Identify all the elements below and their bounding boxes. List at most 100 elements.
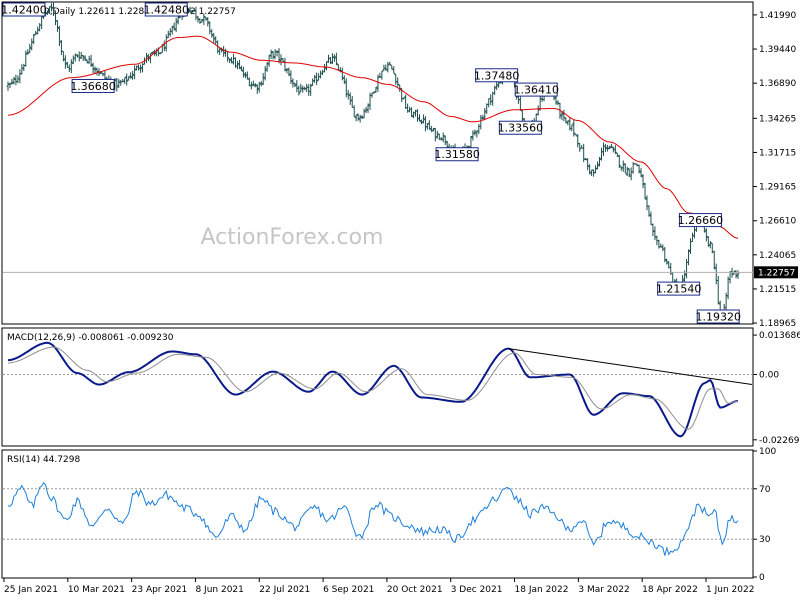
price-tick-label: 1.34265 [759, 114, 796, 124]
rsi-panel-frame [1, 449, 754, 579]
candlestick [572, 119, 576, 137]
candlestick [358, 114, 362, 123]
candlestick [212, 33, 216, 44]
date-x-axis: 25 Jan 2021 10 Mar 2021 23 Apr 2021 8 Jun 2… [3, 578, 754, 595]
candlestick [309, 83, 313, 96]
candlestick [578, 142, 582, 152]
candlestick [598, 157, 601, 167]
price-annotation: 1.42400 [1, 2, 47, 17]
candlestick [495, 82, 499, 90]
candlestick [10, 78, 14, 85]
candlestick [402, 97, 406, 100]
candlestick [489, 94, 493, 106]
candlestick [564, 117, 568, 124]
candlestick [293, 82, 297, 88]
price-annotation: 1.42480 [144, 2, 189, 17]
candlestick [238, 59, 241, 69]
candlestick [588, 164, 592, 175]
candlestick [253, 83, 257, 88]
rsi-title: RSI(14) 44.7298 [7, 455, 80, 465]
candlestick [8, 83, 12, 89]
candlestick [609, 143, 613, 149]
candlestick [570, 124, 574, 132]
candlestick [174, 17, 178, 32]
candlestick [240, 65, 243, 72]
candlestick [202, 13, 206, 25]
price-annotation: 1.19320 [695, 309, 741, 324]
candlestick [716, 275, 720, 305]
candlestick [439, 137, 443, 141]
candlestick [40, 14, 44, 30]
price-tick-label: 1.21515 [759, 285, 796, 295]
candlestick [204, 16, 208, 21]
date-tick-label: 25 Jan 2021 [4, 585, 58, 595]
candlestick [574, 133, 578, 136]
candlestick [139, 64, 142, 73]
candlestick [724, 292, 728, 310]
candlestick [192, 10, 196, 12]
candlestick [736, 270, 740, 279]
candlestick [121, 78, 125, 83]
candlestick [366, 103, 370, 113]
candlestick [435, 130, 439, 139]
header-high: 1.22841 [118, 7, 155, 17]
candlestick [426, 122, 429, 130]
candlestick [24, 50, 28, 67]
candlestick [418, 114, 421, 122]
current-price-label: 1.22757 [758, 268, 795, 278]
header-close: 1.22757 [199, 7, 236, 17]
moving-average-line [7, 35, 739, 239]
candlestick [115, 77, 119, 92]
candlestick [54, 10, 57, 26]
date-tick-label: 20 Oct 2021 [387, 585, 443, 595]
candlestick [623, 163, 627, 174]
candlestick [129, 72, 133, 79]
candlestick [348, 92, 352, 105]
rsi-tick-label: 30 [759, 535, 771, 545]
macd-tick-label: -0.022698 [759, 436, 800, 446]
candlestick [386, 61, 390, 73]
macd-main-line [7, 341, 739, 438]
rsi-line [7, 481, 739, 556]
candlestick [263, 66, 267, 81]
candlestick [493, 85, 497, 95]
candlestick [641, 174, 645, 189]
candlestick [77, 51, 81, 62]
candlestick [704, 228, 708, 242]
macd-tick-label: 0.013686 [759, 331, 800, 341]
candlestick [259, 81, 263, 87]
candlestick [329, 56, 332, 64]
candlestick [36, 26, 40, 35]
date-tick-label: 23 Apr 2021 [132, 585, 188, 595]
candlestick [81, 55, 85, 62]
candlestick [380, 70, 384, 80]
candlestick [481, 114, 485, 121]
price-annotation-label: 1.36680 [70, 80, 116, 93]
date-tick-label: 10 Mar 2021 [68, 585, 125, 595]
rsi-tick-label: 0 [759, 573, 765, 583]
candlestick [56, 20, 59, 32]
current-price-box [754, 266, 798, 279]
candlestick [473, 129, 477, 136]
candlestick [396, 77, 400, 87]
candlestick [289, 70, 293, 84]
rsi-series [7, 481, 739, 556]
macd-panel-frame [1, 327, 754, 447]
candlestick [127, 76, 131, 81]
price-tick-label: 1.39440 [759, 45, 796, 55]
candlestick [433, 127, 437, 142]
candlestick [604, 143, 607, 152]
candlestick [242, 66, 245, 78]
header-open: 1.22611 [78, 7, 115, 17]
candlestick [394, 74, 398, 85]
candlestick [388, 61, 392, 66]
candlestick [297, 85, 301, 96]
candlestick [410, 107, 413, 118]
candlestick [279, 54, 283, 66]
price-annotation: 1.33560 [498, 120, 543, 135]
price-annotation: 1.37480 [474, 68, 519, 83]
candlestick [206, 17, 210, 27]
candlestick [606, 144, 609, 152]
candlestick [287, 67, 291, 77]
